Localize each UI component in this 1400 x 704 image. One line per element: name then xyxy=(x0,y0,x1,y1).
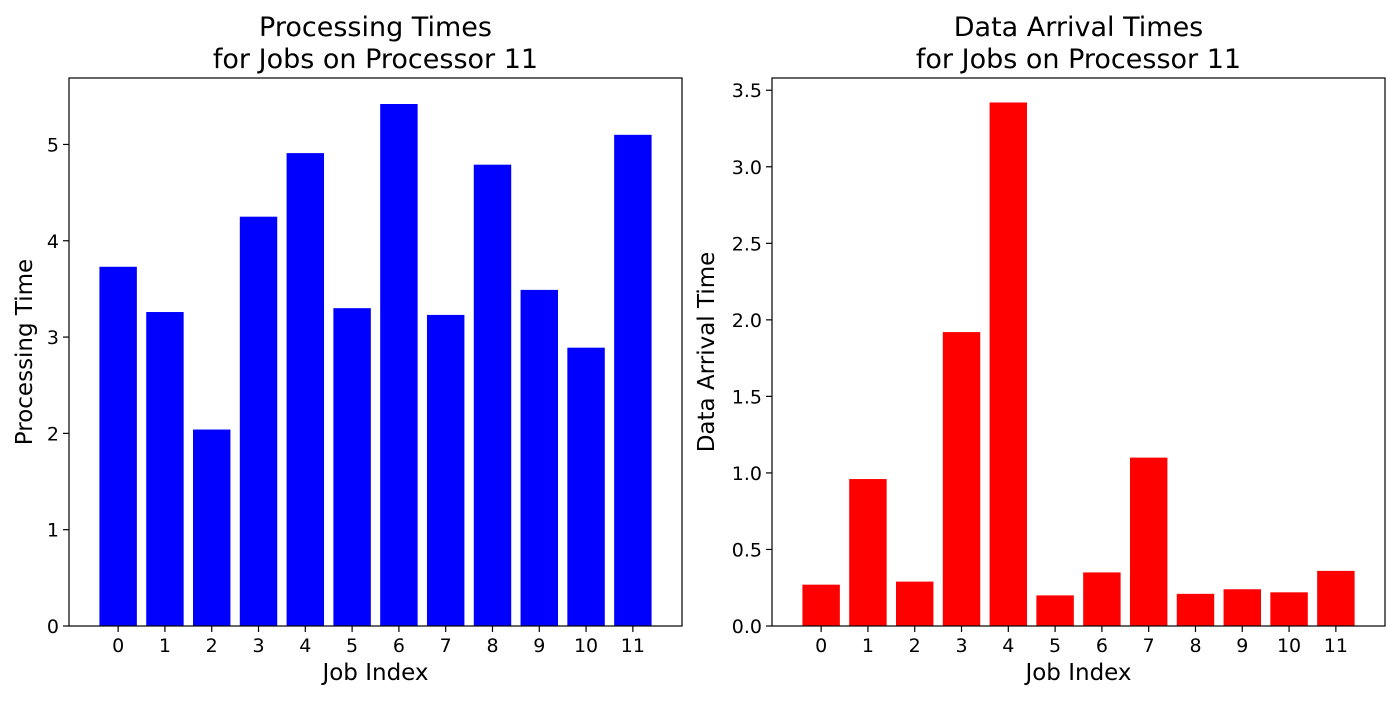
chart1-axes-frame xyxy=(68,77,683,627)
chart1-xtick-label-9: 9 xyxy=(533,635,545,657)
chart1-ytick-label-5: 5 xyxy=(47,134,59,156)
chart2-xtick-label-11: 11 xyxy=(1324,635,1348,657)
chart1-bar-6 xyxy=(380,104,418,626)
chart1-xtick-label-10: 10 xyxy=(574,635,598,657)
chart2-xlabel: Job Index xyxy=(1023,660,1131,686)
chart2-axes-frame xyxy=(771,77,1386,627)
chart2-ytick-label-5: 2.5 xyxy=(732,233,762,255)
chart1-bar-7 xyxy=(426,314,465,626)
chart1-bar-3 xyxy=(239,216,278,626)
chart2-bar-2 xyxy=(896,581,934,626)
chart1-bar-11 xyxy=(614,134,652,626)
chart2: 0 1 2 3 4 5 6 7 8 9 10 11 0.0 0.5 1.0 1.5 2.0 2.5 3.0 3.5 Da… xyxy=(694,12,1386,686)
chart1: 0 1 2 3 4 5 6 7 8 9 10 11 0 1 2 3 4 5 Processing Timesfor … xyxy=(12,12,683,686)
chart2-ytick-label-4: 2.0 xyxy=(732,310,762,332)
chart2-xtick-label-6: 6 xyxy=(1096,635,1108,657)
chart2-title-line-1: Data Arrival Times xyxy=(954,12,1204,43)
chart2-ytick-label-1: 0.5 xyxy=(732,539,762,561)
chart2-xtick-label-2: 2 xyxy=(909,635,921,657)
chart2-xtick-label-0: 0 xyxy=(815,635,827,657)
chart2-xtick-label-1: 1 xyxy=(862,635,874,657)
chart1-ytick-label-0: 0 xyxy=(47,616,59,638)
chart1-xtick-label-5: 5 xyxy=(346,635,358,657)
chart2-xtick-label-5: 5 xyxy=(1049,635,1061,657)
chart1-bar-4 xyxy=(286,153,325,626)
chart2-ytick-label-6: 3.0 xyxy=(732,157,762,179)
chart1-ytick-label-3: 3 xyxy=(47,327,59,349)
chart1-xtick-label-6: 6 xyxy=(393,635,405,657)
chart1-xtick-label-1: 1 xyxy=(159,635,171,657)
chart2-bar-11 xyxy=(1317,570,1355,626)
chart2-bar-10 xyxy=(1270,592,1308,626)
chart2-bar-4 xyxy=(989,102,1028,627)
chart1-xtick-label-4: 4 xyxy=(299,635,311,657)
chart1-bar-9 xyxy=(520,289,558,626)
chart2-xtick-label-10: 10 xyxy=(1277,635,1301,657)
chart1-xtick-label-3: 3 xyxy=(252,635,264,657)
chart2-bar-6 xyxy=(1083,572,1121,626)
chart1-bar-1 xyxy=(146,312,184,626)
chart2-xtick-label-9: 9 xyxy=(1236,635,1248,657)
chart2-bar-8 xyxy=(1176,593,1215,626)
chart1-xtick-label-0: 0 xyxy=(112,635,124,657)
chart2-bar-1 xyxy=(849,479,887,626)
chart1-title-line-2: for Jobs on Processor 11 xyxy=(213,44,538,75)
chart1-xtick-label-2: 2 xyxy=(206,635,218,657)
chart2-xtick-label-4: 4 xyxy=(1002,635,1014,657)
chart2-ytick-label-2: 1.0 xyxy=(732,463,762,485)
chart2-xtick-label-3: 3 xyxy=(955,635,967,657)
chart2-bar-5 xyxy=(1036,595,1074,626)
chart2-ytick-label-0: 0.0 xyxy=(732,616,762,638)
chart1-ylabel: Processing Time xyxy=(12,259,38,445)
chart1-xtick-label-7: 7 xyxy=(440,635,452,657)
chart1-xtick-label-11: 11 xyxy=(621,635,645,657)
chart2-bar-7 xyxy=(1129,457,1168,626)
chart1-ytick-label-1: 1 xyxy=(47,520,59,542)
chart1-bar-10 xyxy=(567,347,605,626)
chart2-title-line-2: for Jobs on Processor 11 xyxy=(916,44,1241,75)
chart1-bar-5 xyxy=(333,308,371,626)
chart2-xtick-label-8: 8 xyxy=(1189,635,1201,657)
chart1-bar-8 xyxy=(473,164,512,626)
chart1-bar-2 xyxy=(193,429,231,626)
chart2-bar-3 xyxy=(942,332,981,626)
chart1-xtick-label-8: 8 xyxy=(486,635,498,657)
chart1-ytick-label-2: 2 xyxy=(47,423,59,445)
chart1-bar-0 xyxy=(99,266,137,626)
chart2-bar-0 xyxy=(802,584,840,626)
chart1-title-line-1: Processing Times xyxy=(259,12,492,43)
chart2-bar-9 xyxy=(1223,589,1261,626)
chart1-xlabel: Job Index xyxy=(320,660,428,686)
chart2-ytick-label-7: 3.5 xyxy=(732,80,762,102)
chart2-ylabel: Data Arrival Time xyxy=(694,252,720,453)
chart2-ytick-label-3: 1.5 xyxy=(732,386,762,408)
chart2-xtick-label-7: 7 xyxy=(1143,635,1155,657)
chart1-ytick-label-4: 4 xyxy=(47,231,59,253)
